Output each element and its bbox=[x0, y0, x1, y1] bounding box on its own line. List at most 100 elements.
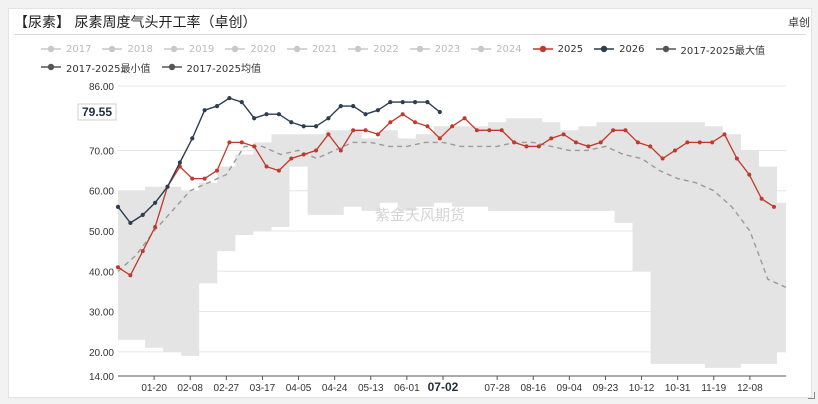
source-logo: 卓创 bbox=[788, 17, 810, 29]
point-2025 bbox=[202, 176, 207, 181]
point-2025 bbox=[338, 148, 343, 153]
point-2025 bbox=[153, 224, 158, 229]
x-tick-label: 06-01 bbox=[394, 383, 420, 394]
point-2026 bbox=[437, 109, 442, 115]
legend-marker-icon bbox=[532, 45, 553, 53]
legend-marker-icon bbox=[286, 45, 307, 53]
legend-marker-icon bbox=[102, 45, 123, 53]
legend-marker-icon bbox=[471, 45, 492, 53]
legend-marker-icon bbox=[409, 45, 430, 53]
x-tick-label: 04-05 bbox=[286, 383, 312, 394]
y-tick-label: 14.00 bbox=[89, 372, 114, 383]
point-2025 bbox=[276, 168, 281, 173]
point-2025 bbox=[301, 152, 306, 157]
legend-label: 2025 bbox=[557, 43, 584, 55]
point-2026 bbox=[177, 160, 182, 165]
point-2025 bbox=[363, 128, 368, 133]
point-2025 bbox=[536, 144, 541, 149]
point-2025 bbox=[215, 168, 220, 173]
point-2025 bbox=[462, 116, 467, 121]
legend-item-2025[interactable]: 2025 bbox=[532, 40, 583, 58]
point-2025 bbox=[499, 128, 504, 133]
legend-label: 2022 bbox=[373, 43, 399, 55]
point-2025 bbox=[747, 172, 752, 177]
x-tick-label: 03-17 bbox=[250, 383, 276, 394]
legend-marker-icon bbox=[163, 45, 184, 53]
point-2026 bbox=[227, 95, 232, 101]
x-tick-label: 02-27 bbox=[214, 383, 240, 394]
y-tick-label: 50.00 bbox=[89, 227, 114, 238]
point-2026 bbox=[252, 116, 257, 121]
point-2026 bbox=[190, 136, 195, 141]
x-tick-label: 11-19 bbox=[701, 383, 726, 394]
legend-marker-icon bbox=[655, 45, 676, 53]
point-2026 bbox=[301, 124, 306, 129]
point-2025 bbox=[314, 148, 319, 153]
point-2025 bbox=[772, 204, 776, 209]
point-2026 bbox=[214, 104, 220, 109]
legend-item-2021[interactable]: 2021 bbox=[286, 40, 337, 58]
point-2025 bbox=[264, 164, 269, 169]
legend-label: 2023 bbox=[434, 43, 461, 55]
point-2026 bbox=[326, 116, 331, 121]
y-tick-label: 79.55 bbox=[82, 105, 112, 119]
point-2026 bbox=[165, 184, 170, 189]
point-2025 bbox=[685, 140, 690, 145]
legend-marker-icon bbox=[594, 45, 615, 53]
point-2026 bbox=[202, 108, 207, 113]
point-2025 bbox=[598, 140, 603, 145]
point-2025 bbox=[474, 128, 479, 133]
point-2025 bbox=[425, 124, 430, 129]
point-2026 bbox=[313, 124, 319, 129]
legend-marker-icon bbox=[41, 63, 61, 71]
point-2025 bbox=[400, 112, 405, 117]
legend-item-2017-2025均值[interactable]: 2017-2025均值 bbox=[161, 58, 261, 76]
legend-item-2017-2025最小值[interactable]: 2017-2025最小值 bbox=[40, 58, 151, 76]
title-divider bbox=[14, 34, 806, 35]
point-2026 bbox=[153, 200, 158, 205]
legend-item-2023[interactable]: 2023 bbox=[409, 40, 460, 58]
point-2025 bbox=[697, 140, 702, 145]
legend-item-2017-2025最大值[interactable]: 2017-2025最大值 bbox=[655, 40, 766, 58]
series-line-mean bbox=[117, 141, 787, 289]
x-tick-label: 02-08 bbox=[177, 383, 203, 394]
legend-label: 2021 bbox=[311, 43, 338, 55]
legend-item-2017[interactable]: 2017 bbox=[40, 40, 91, 58]
band-area-max-min bbox=[118, 118, 786, 368]
chart-title: 【尿素】 尿素周度气头开工率（卓创） bbox=[14, 15, 257, 31]
resize-corner-icon[interactable] bbox=[808, 392, 815, 399]
point-2026 bbox=[276, 112, 282, 117]
legend-marker-icon bbox=[348, 45, 369, 53]
x-tick-label: 09-04 bbox=[557, 383, 583, 394]
point-2025 bbox=[326, 132, 331, 137]
legend-label: 2017 bbox=[66, 43, 92, 55]
highlight-y-box bbox=[77, 103, 117, 121]
legend-marker-icon bbox=[225, 45, 246, 53]
legend-item-2026[interactable]: 2026 bbox=[593, 40, 645, 58]
point-2026 bbox=[425, 100, 430, 105]
series-line-2025 bbox=[117, 113, 775, 277]
x-tick-label: 10-12 bbox=[629, 383, 655, 394]
y-tick-label: 86.00 bbox=[89, 82, 114, 93]
legend-item-2018[interactable]: 2018 bbox=[101, 40, 153, 58]
legend-item-2020[interactable]: 2020 bbox=[224, 40, 276, 58]
legend-item-2019[interactable]: 2019 bbox=[163, 40, 214, 58]
legend-item-2022[interactable]: 2022 bbox=[347, 40, 399, 58]
point-2025 bbox=[759, 196, 764, 201]
point-2025 bbox=[227, 140, 232, 145]
legend-marker-icon bbox=[41, 45, 61, 53]
point-2025 bbox=[128, 273, 133, 278]
point-2026 bbox=[363, 112, 368, 117]
x-tick-label: 07-02 bbox=[428, 380, 459, 394]
legend-item-2024[interactable]: 2024 bbox=[470, 40, 522, 58]
y-tick-label: 30.00 bbox=[89, 308, 114, 319]
point-2026 bbox=[338, 104, 343, 109]
legend-label: 2018 bbox=[127, 43, 153, 55]
legend-label: 2017-2025最大值 bbox=[680, 45, 766, 57]
point-2025 bbox=[573, 140, 578, 145]
point-2025 bbox=[672, 148, 677, 153]
point-2026 bbox=[289, 120, 294, 125]
x-tick-label: 05-13 bbox=[358, 383, 384, 394]
x-tick-label: 04-24 bbox=[322, 383, 348, 394]
